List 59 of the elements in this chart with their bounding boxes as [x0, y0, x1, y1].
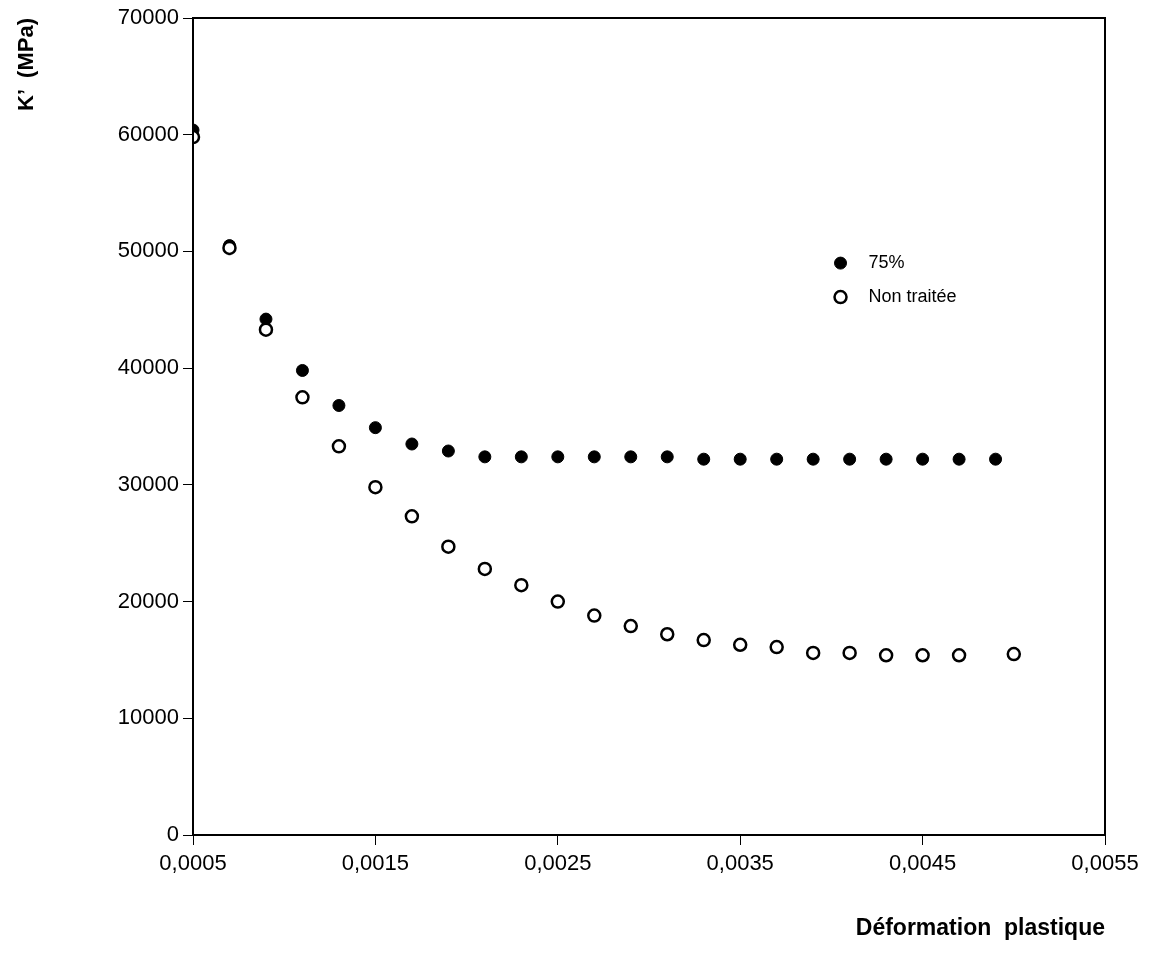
point [514, 577, 529, 593]
point [951, 648, 967, 663]
point [368, 421, 382, 435]
point [587, 608, 602, 623]
point [697, 452, 711, 466]
point [404, 509, 420, 524]
point [915, 648, 930, 663]
point [258, 322, 274, 337]
y-tick-label: 60000 [117, 120, 179, 146]
point [842, 645, 857, 661]
point [989, 452, 1003, 466]
x-tick-label: 0,0005 [159, 850, 227, 876]
x-tick-label: 0,0025 [524, 850, 592, 876]
point [843, 452, 857, 466]
point [441, 539, 456, 554]
x-tick-label: 0,0035 [706, 850, 774, 876]
point [514, 450, 528, 464]
y-tick-label: 20000 [117, 587, 179, 613]
point [478, 450, 492, 464]
point [405, 437, 419, 451]
point [332, 398, 346, 412]
y-axis-title: K’ (MPa) [13, 18, 39, 111]
legend-label: Non traitée [868, 286, 957, 307]
point [623, 618, 639, 634]
x-axis-title: Déformation plastique [855, 913, 1105, 940]
point [660, 450, 674, 464]
point [477, 561, 493, 577]
point [733, 452, 747, 466]
point [805, 645, 821, 661]
x-tick-label: 0,0015 [341, 850, 410, 876]
y-tick-label: 10000 [117, 704, 179, 730]
point [368, 479, 383, 495]
point [732, 637, 748, 653]
point [696, 632, 711, 648]
point [916, 452, 930, 466]
point [806, 452, 820, 466]
point [295, 363, 309, 377]
y-tick-label: 0 [166, 821, 179, 847]
point [879, 452, 893, 466]
point [331, 439, 347, 454]
point [952, 452, 966, 466]
legend-label: 75% [868, 252, 905, 273]
point [878, 648, 894, 663]
point [770, 452, 784, 466]
y-tick-label: 30000 [117, 470, 179, 496]
point [587, 450, 601, 464]
point [769, 639, 784, 655]
point [624, 450, 638, 464]
point [441, 444, 455, 458]
y-tick-label: 40000 [117, 354, 179, 380]
point [659, 627, 675, 642]
x-tick-label: 0,0055 [1071, 850, 1139, 876]
point [295, 390, 310, 405]
point [550, 594, 566, 609]
y-tick-label: 50000 [117, 237, 179, 263]
point [551, 450, 565, 464]
y-tick-label: 70000 [117, 4, 179, 30]
x-tick-label: 0,0045 [888, 850, 957, 876]
point [1006, 646, 1022, 662]
